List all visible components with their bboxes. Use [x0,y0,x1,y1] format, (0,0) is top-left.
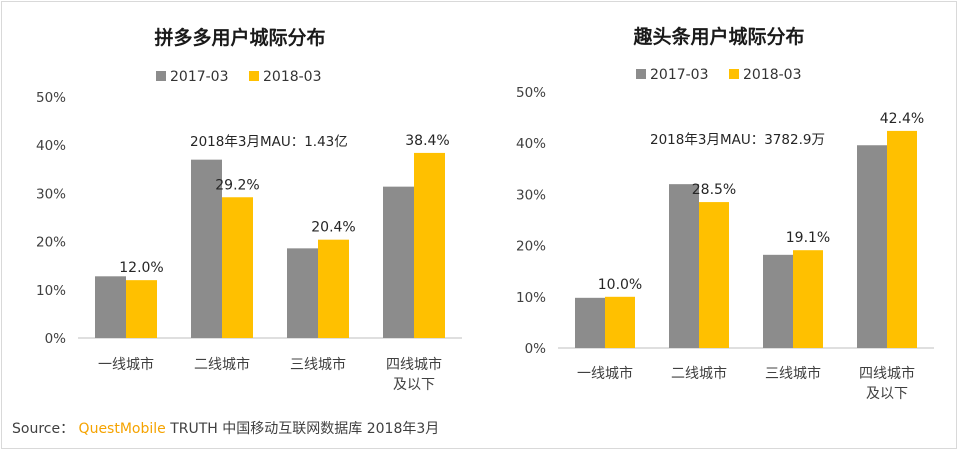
category-label: 四线城市 [386,356,442,373]
category-label: 一线城市 [98,356,154,373]
data-label: 42.4% [880,111,924,127]
chart-title: 拼多多用户城际分布 [154,26,325,49]
source-brand: QuestMobile [78,421,166,437]
y-tick-label: 30% [516,187,546,203]
legend-swatch-2018-03 [249,71,259,81]
y-tick-label: 50% [36,90,66,106]
category-label: 三线城市 [765,365,821,382]
bar-2018-03-1 [699,202,729,348]
bar-2018-03-3 [887,130,917,348]
bar-2017-03-0 [575,297,605,348]
category-label: 及以下 [866,386,908,402]
bar-2017-03-1 [669,184,699,348]
data-label: 38.4% [405,133,449,149]
legend-label: 2018-03 [743,67,802,83]
bar-2018-03-0 [605,296,635,348]
legend-label: 2018-03 [263,69,322,85]
data-label: 29.2% [215,177,259,193]
mau-annotation: 2018年3月MAU：3782.9万 [650,132,825,148]
chart-pinduoduo: 拼多多用户城际分布 2017-03 2018-03 0% 10% 20% 30% 40% 50%… [36,26,462,393]
category-label: 二线城市 [194,356,250,373]
y-tick-label: 30% [36,186,66,202]
legend-label: 2017-03 [650,67,709,83]
category-label: 二线城市 [671,365,727,382]
bar-2018-03-1 [222,197,253,338]
data-label: 19.1% [786,230,830,246]
source-suffix: TRUTH 中国移动互联网数据库 2018年3月 [170,421,440,437]
data-label: 28.5% [692,182,736,198]
bar-2018-03-2 [318,239,349,338]
y-tick-label: 40% [516,136,546,152]
data-label: 20.4% [311,220,355,236]
y-tick-label: 20% [36,235,66,251]
y-tick-label: 50% [516,85,546,101]
category-label: 四线城市 [859,365,915,382]
bar-2018-03-0 [126,280,157,338]
legend-swatch-2017-03 [156,71,166,81]
category-label: 及以下 [393,377,435,393]
bar-2017-03-0 [95,276,126,338]
bar-2017-03-2 [287,248,318,338]
source-prefix: Source： [12,421,75,437]
y-tick-label: 40% [36,138,66,154]
bar-2017-03-1 [191,159,222,338]
bar-2017-03-3 [857,145,887,348]
y-tick-label: 20% [516,239,546,255]
bar-2017-03-2 [763,254,793,348]
bar-2017-03-3 [383,186,414,338]
data-label: 12.0% [119,260,163,276]
legend-swatch-2018-03 [729,69,739,79]
y-tick-label: 10% [36,283,66,299]
legend-label: 2017-03 [170,69,229,85]
category-label: 三线城市 [290,356,346,373]
category-label: 一线城市 [577,365,633,382]
y-tick-label: 10% [516,290,546,306]
bar-2018-03-3 [414,152,445,338]
y-tick-label: 0% [525,341,547,357]
source-note: Source： QuestMobile TRUTH 中国移动互联网数据库 201… [12,418,439,438]
mau-annotation: 2018年3月MAU：1.43亿 [190,134,348,150]
legend-swatch-2017-03 [636,69,646,79]
chart-title: 趣头条用户城际分布 [632,25,804,48]
chart-qutoutiao: 趣头条用户城际分布 2017-03 2018-03 0% 10% 20% 30% 40% 50%… [516,25,934,402]
bar-2018-03-2 [793,250,823,348]
data-label: 10.0% [598,277,642,293]
y-tick-label: 0% [45,331,67,347]
